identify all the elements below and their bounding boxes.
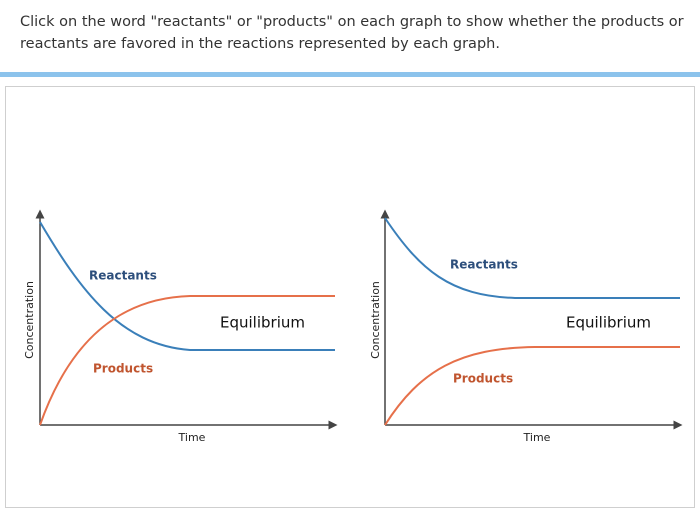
reactants-curve [384, 217, 680, 299]
x-axis-label: Time [178, 431, 206, 444]
state-label: Equilibrium [220, 314, 305, 332]
graph-2: Reactants Products Equilibrium Concentra… [369, 209, 683, 444]
reactants-label[interactable]: Reactants [450, 258, 518, 272]
graph-1: Reactants Products Equilibrium Concentra… [23, 209, 338, 444]
y-axis-label: Concentration [369, 281, 382, 359]
instruction: Click on the word "reactants" or "produc… [20, 14, 684, 52]
reactants-label[interactable]: Reactants [89, 269, 157, 283]
graphs: Reactants Products Equilibrium Concentra… [23, 209, 683, 444]
state-label: Equilibrium [566, 314, 651, 332]
products-label[interactable]: Products [93, 362, 153, 376]
reactants-curve [39, 221, 335, 351]
products-curve [39, 295, 335, 426]
y-axis-label: Concentration [23, 281, 36, 359]
divider [0, 72, 700, 77]
products-curve [384, 346, 680, 426]
page: Click on the word "reactants" or "produc… [0, 14, 700, 508]
products-label[interactable]: Products [453, 372, 513, 386]
x-axis-label: Time [523, 431, 551, 444]
